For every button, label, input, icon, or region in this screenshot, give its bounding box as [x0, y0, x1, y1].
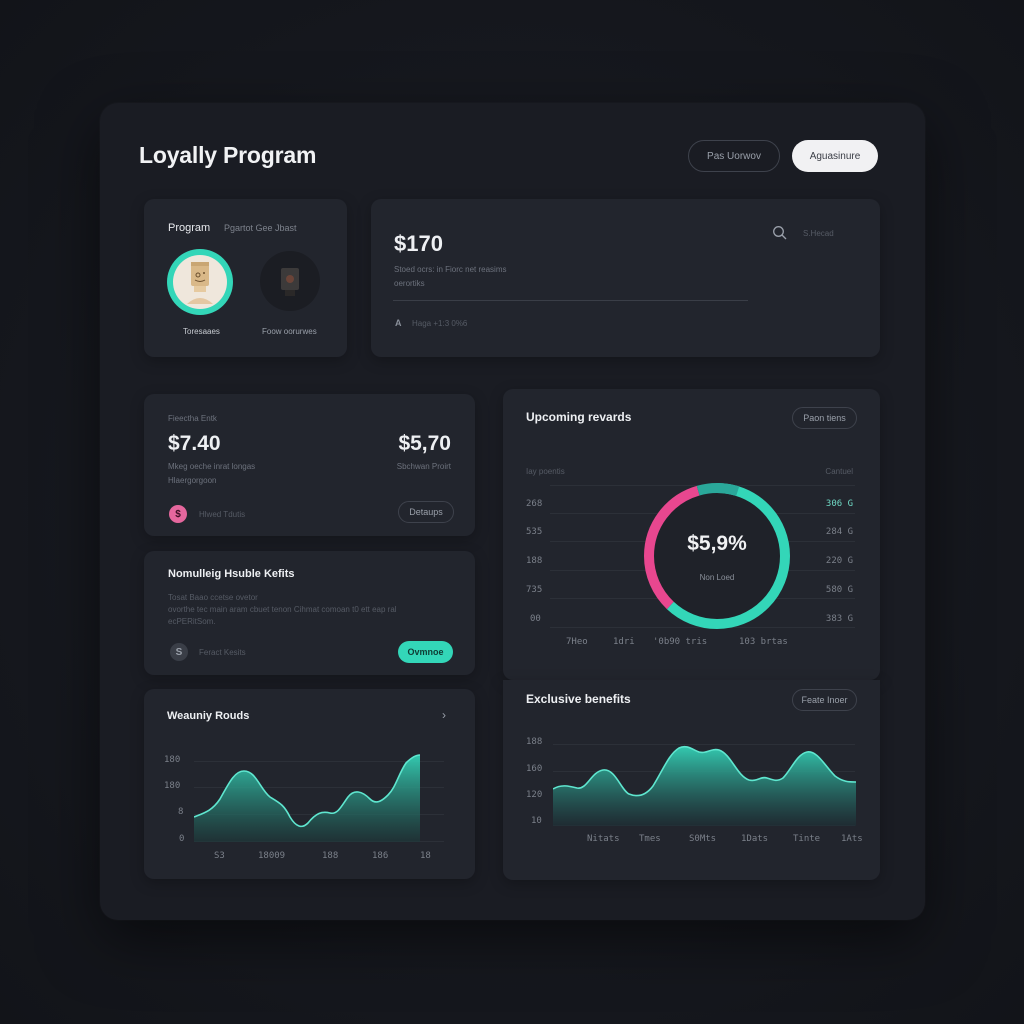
weekly-area-chart	[194, 754, 421, 842]
program-card-title: Program	[168, 222, 211, 234]
x-tick: 1Dats	[741, 834, 769, 844]
rewards-donut-chart	[644, 483, 790, 629]
weekly-rewards-card: Weauniy Rouds › 180 180 8 0 S3 18009 188…	[144, 689, 475, 879]
right-y-tick: 284 G	[825, 527, 853, 537]
points-left-description-1: Mkeg oeche inrat longas	[168, 462, 256, 471]
balance-description-1: Stoed ocrs: in Fiorc net reasims	[394, 265, 507, 274]
avatar-inactive[interactable]	[260, 251, 320, 311]
plan-items-button[interactable]: Paon tiens	[792, 407, 857, 429]
grid-line	[553, 744, 855, 745]
details-button[interactable]: Detaups	[398, 501, 454, 523]
avatar-image	[173, 255, 227, 309]
right-y-tick: 220 G	[825, 556, 853, 566]
y-tick: 180	[164, 781, 181, 791]
page-title: Loyally Program	[139, 142, 317, 168]
trend-icon: A	[395, 318, 402, 328]
avatar-active-label: Toresaaes	[183, 327, 220, 336]
right-y-tick: 580 G	[825, 585, 853, 595]
feature-filter-button[interactable]: Feate Inoer	[792, 689, 857, 711]
points-right-description: Sbchwan Proirt	[396, 462, 451, 471]
character-dark-icon	[281, 268, 299, 296]
balance-card: $170 Stoed ocrs: in Fiorc net reasims oe…	[371, 199, 880, 357]
donut-center-label: Non Loed	[699, 573, 735, 582]
search-icon[interactable]	[772, 225, 788, 241]
program-card-subtitle: Pgartot Gee Jbast	[224, 223, 297, 233]
exclusive-area-chart	[553, 745, 856, 826]
benefits-body-1: Tosat Baao ccetse ovetor	[168, 593, 258, 602]
grid-line	[194, 787, 444, 788]
primary-header-button[interactable]: Aguasinure	[792, 140, 878, 172]
avatar-inactive-label: Foow oorurwes	[262, 327, 317, 336]
x-tick: 188	[322, 851, 339, 861]
benefits-footer-text: Feract Kesits	[199, 648, 246, 657]
balance-description-2: oerortiks	[394, 279, 425, 288]
x-tick: 1Ats	[841, 834, 863, 844]
points-left-amount: $7.40	[168, 432, 221, 455]
x-tick: 7Heo	[566, 637, 588, 647]
exclusive-benefits-card: Exclusive benefits Feate Inoer 188 160 1…	[503, 680, 880, 880]
left-y-tick: 188	[526, 556, 543, 566]
search-label[interactable]: S.Hecad	[803, 229, 834, 238]
secondary-header-button[interactable]: Pas Uorwov	[688, 140, 780, 172]
y-tick: 188	[526, 737, 543, 747]
left-y-tick: 00	[530, 614, 541, 624]
y-tick: 160	[526, 764, 543, 774]
x-tick: Tmes	[639, 834, 661, 844]
benefits-body-2: ovorthe tec main aram cbuet tenon Cihmat…	[168, 605, 397, 614]
points-card-label: Fieectha Entk	[168, 414, 217, 423]
points-card: Fieectha Entk $7.40 Mkeg oeche inrat lon…	[144, 394, 475, 536]
s-badge-icon: S	[170, 643, 188, 661]
x-tick: '0b90 tris	[653, 637, 708, 647]
x-tick: 18	[420, 851, 431, 861]
left-y-tick: 268	[526, 499, 543, 509]
right-axis-header: Cantuel	[825, 467, 853, 476]
y-tick: 0	[179, 834, 185, 844]
avatar-active[interactable]	[167, 249, 233, 315]
benefits-body-3: ecPERitSom.	[168, 617, 216, 626]
y-tick: 180	[164, 755, 181, 765]
x-tick: 103 brtas	[739, 637, 788, 647]
y-tick: 8	[178, 807, 184, 817]
balance-footer-text: Haga +1:3 0%6	[412, 319, 468, 328]
x-tick: S3	[214, 851, 225, 861]
x-tick: S0Mts	[689, 834, 717, 844]
left-y-tick: 735	[526, 585, 543, 595]
weekly-card-title: Weauniy Rouds	[167, 710, 250, 722]
program-card: Program Pgartot Gee Jbast Toresaaes Foow…	[144, 199, 347, 357]
x-tick: 18009	[258, 851, 286, 861]
x-tick: Nitats	[587, 834, 620, 844]
y-tick: 10	[531, 816, 542, 826]
overview-button[interactable]: Ovmnoe	[398, 641, 453, 663]
points-left-description-2: Hlaergorgoon	[168, 476, 217, 485]
donut-center-value: $5,9%	[687, 532, 747, 555]
upcoming-card-title: Upcoming revards	[526, 410, 632, 424]
exclusive-card-title: Exclusive benefits	[526, 692, 631, 706]
x-tick: 1dri	[613, 637, 635, 647]
right-y-tick: 383 G	[825, 614, 853, 624]
coin-icon: $	[169, 505, 187, 523]
x-tick: 186	[372, 851, 389, 861]
left-y-tick: 535	[526, 527, 543, 537]
x-tick: Tinte	[793, 834, 821, 844]
character-icon	[187, 262, 213, 304]
right-y-tick: 306 G	[825, 499, 853, 509]
benefits-card-title: Nomulleig Hsuble Kefits	[168, 568, 295, 580]
points-right-amount: $5,70	[398, 432, 451, 455]
divider	[393, 300, 748, 301]
chevron-right-icon[interactable]: ›	[442, 708, 446, 722]
upcoming-rewards-card: Upcoming revards Paon tiens Iay poentis …	[503, 389, 880, 680]
grid-line	[194, 761, 444, 762]
points-footer-text: Hlwed Tdutis	[199, 510, 246, 519]
left-axis-header: Iay poentis	[526, 467, 565, 476]
balance-amount: $170	[394, 231, 443, 256]
y-tick: 120	[526, 790, 543, 800]
benefits-card: Nomulleig Hsuble Kefits Tosat Baao ccets…	[144, 551, 475, 675]
